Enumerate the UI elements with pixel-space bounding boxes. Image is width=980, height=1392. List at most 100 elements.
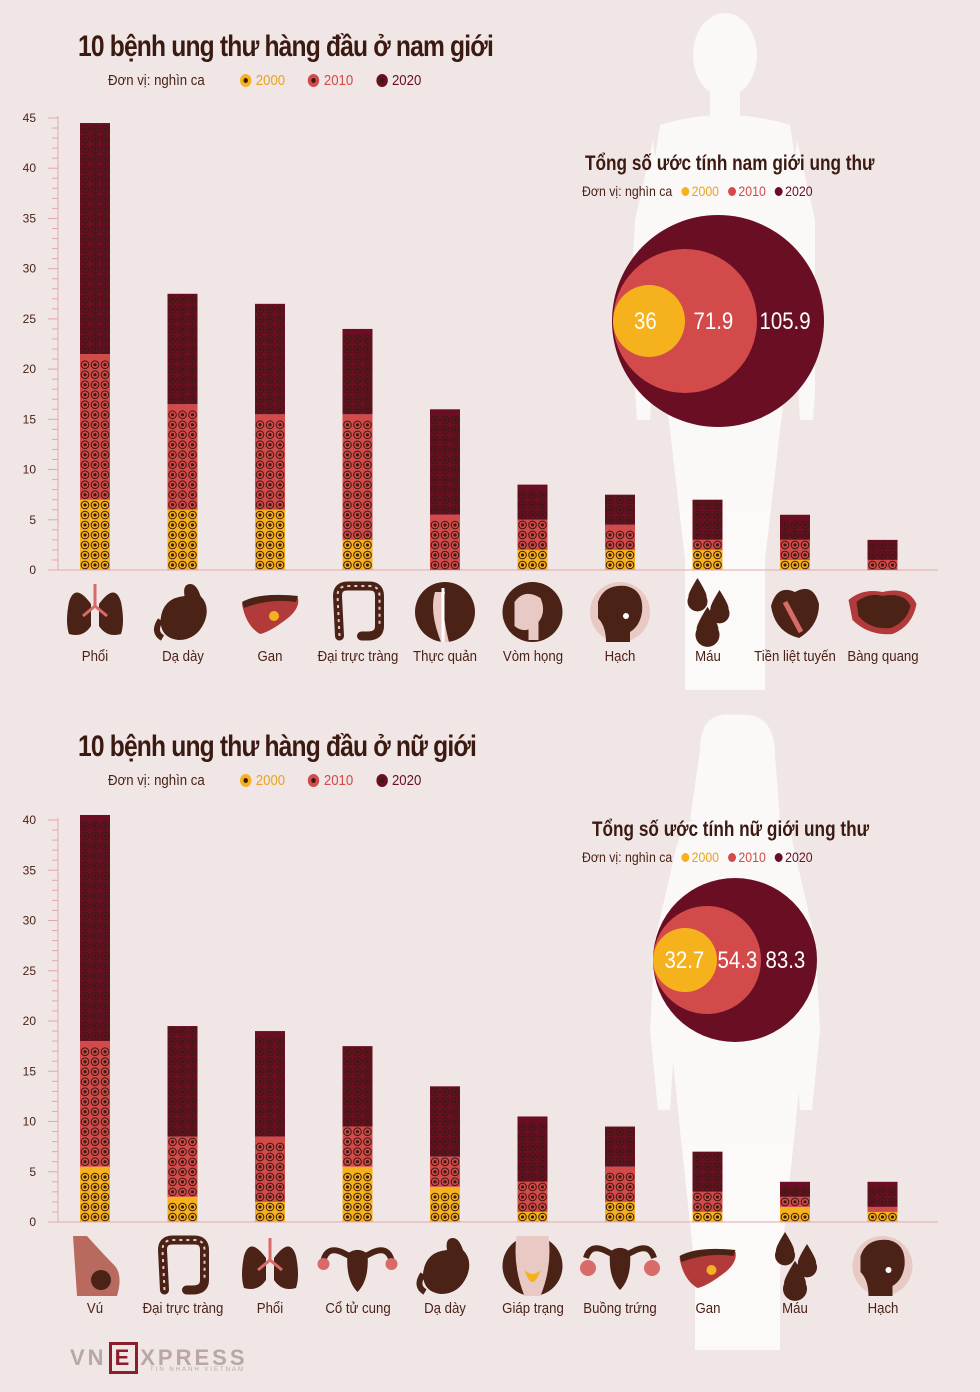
category-label: Vú [86,1300,104,1317]
legend-item-2000: 2000 [239,772,285,789]
lymph-icon [852,1236,913,1296]
lungs-icon [242,1238,298,1289]
category-label: Hạch [867,1300,898,1317]
bar-segment-2000 [780,1206,810,1222]
bar-segment-2020 [605,494,635,525]
stomach-icon [416,1238,470,1295]
male-bar-chart: 0 5 10 15 20 25 30 35 40 45 [23,111,938,647]
bar-segment-2000 [342,1166,373,1222]
bar-segment-2020 [867,1181,898,1207]
legend-item-2020: 2020 [376,72,421,89]
bar-segment-2000 [342,539,373,570]
y-tick-label: 15 [23,1064,37,1078]
total-legend: Đơn vị: nghìn ca 2000 2010 2020 [582,849,813,865]
bar-5 [430,409,460,570]
bar-4 [342,1046,373,1222]
bar-segment-2020 [167,1026,198,1137]
category-label: Thực quản [413,648,477,665]
bar-segment-2020 [780,514,810,540]
bar-segment-2010 [255,414,285,510]
y-tick-label: 20 [23,1014,37,1028]
y-tick-label: 35 [23,863,37,877]
y-tick-label: 25 [23,964,37,978]
prostate-icon [771,588,819,638]
chart-legend: Đơn vị: nghìn ca 2000 2010 2020 [108,72,444,89]
chart-legend: Đơn vị: nghìn ca 2000 2010 2020 [108,772,444,789]
male-section: 10 bệnh ung thư hàng đầu ở nam giới Đơn … [0,0,980,690]
category-label: Tiền liệt tuyến [754,648,836,665]
bar-segment-2000 [255,509,285,570]
y-tick-label: 30 [23,262,37,276]
bar-9 [780,514,810,570]
y-tick-label: 5 [29,513,36,527]
y-tick-label: 10 [23,463,37,477]
unit-label: Đơn vị: nghìn ca [108,772,205,789]
value-2000: 32.7 [664,947,705,974]
bar-6 [517,484,548,570]
y-tick-label: 5 [29,1165,36,1179]
y-tick-label: 30 [23,914,37,928]
y-tick-label: 0 [29,1215,36,1229]
bar-segment-2000 [80,499,110,570]
lungs-icon [67,584,123,635]
bar-segment-2010 [430,514,460,570]
value-2000: 36 [634,308,657,335]
bar-segment-2000 [430,1186,460,1222]
category-label: Giáp trạng [501,1300,564,1317]
bar-segment-2020 [255,303,285,415]
esophagus-icon [415,582,475,642]
bar-segment-2020 [867,539,898,560]
bar-segment-2000 [867,1211,898,1222]
y-tick-label: 15 [23,412,37,426]
y-tick-label: 25 [23,312,37,326]
bar-8 [692,1151,723,1222]
circle-2000 [653,928,717,992]
category-label: Phổi [256,1300,284,1317]
female-total-circles [653,878,817,1042]
colon-icon [157,1235,209,1295]
y-tick-label: 0 [29,563,36,577]
legend-item-2020: 2020 [376,772,421,789]
bar-segment-2010 [517,519,548,550]
bar-4 [342,328,373,570]
bar-segment-2020 [605,1126,635,1167]
bar-segment-2020 [80,814,110,1042]
bar-2 [167,293,198,570]
bar-segment-2000 [605,1201,635,1222]
bar-segment-2000 [780,559,810,570]
chart-title: 10 bệnh ung thư hàng đầu ở nam giới [78,30,494,63]
total-title: Tổng số ước tính nam giới ung thư [585,152,875,175]
legend-item-2010: 2010 [308,772,353,789]
bar-7 [605,494,635,570]
bar-10 [867,539,898,570]
y-tick-label: 40 [23,161,37,175]
bar-9 [780,1181,810,1222]
colon-icon [332,581,384,641]
bar-segment-2010 [867,559,898,570]
bar-segment-2010 [430,1156,460,1187]
bar-7 [605,1126,635,1222]
stomach-icon [154,584,207,641]
bar-segment-2020 [255,1031,285,1137]
blood-icon [775,1232,817,1301]
thyroid-icon [502,1236,563,1296]
bar-1 [80,814,110,1222]
bar-segment-2010 [867,1206,898,1212]
category-label: Bàng quang [846,648,919,665]
male-total-circles [612,215,824,427]
category-label: Vòm họng [502,648,563,665]
category-label: Đại trực tràng [142,1300,223,1317]
category-label: Hạch [604,648,636,665]
bar-segment-2010 [342,1126,373,1167]
liver-icon [679,1248,736,1288]
category-label: Gan [257,648,283,665]
category-label: Gan [695,1300,720,1317]
bar-segment-2000 [517,1211,548,1222]
category-label: Máu [782,1300,808,1317]
bar-10 [867,1181,898,1222]
category-label: Dạ dày [161,648,204,665]
bar-segment-2010 [780,539,810,560]
y-tick-label: 35 [23,211,37,225]
bar-segment-2020 [517,1116,548,1182]
bar-segment-2010 [80,1041,110,1167]
